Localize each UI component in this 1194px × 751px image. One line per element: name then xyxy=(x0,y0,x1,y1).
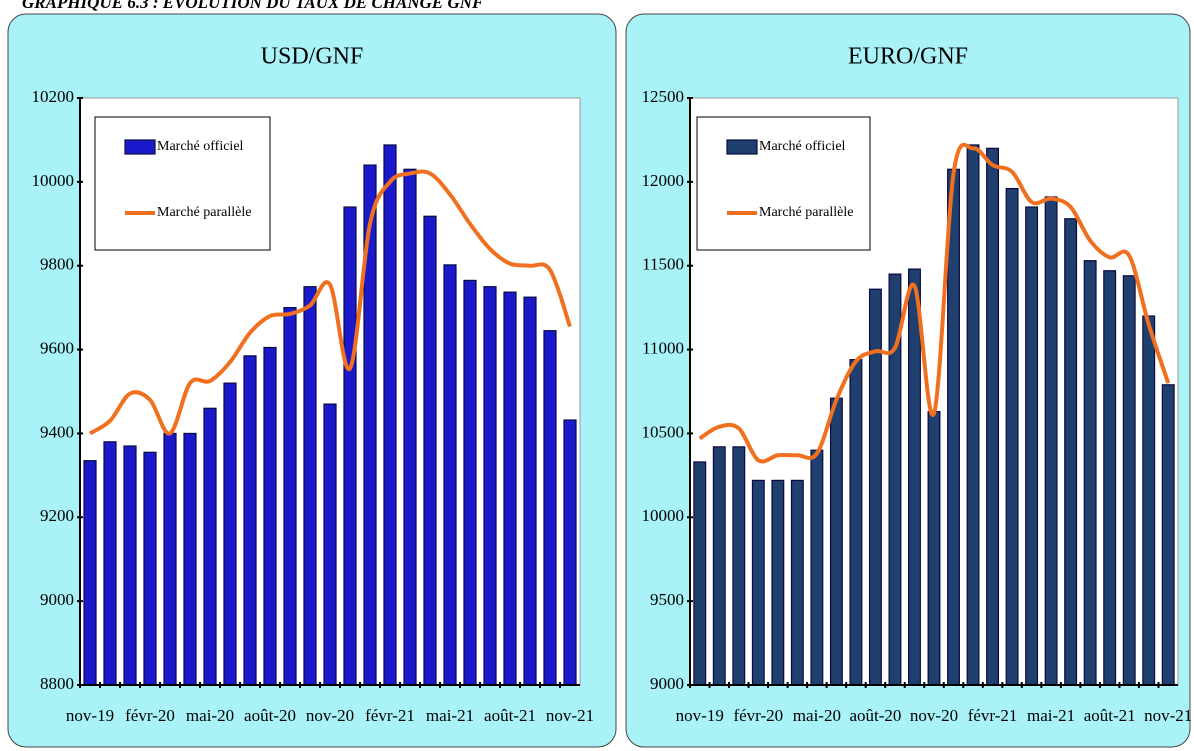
bar xyxy=(986,147,1000,686)
y-tick-label: 9500 xyxy=(650,590,684,609)
x-tick-label: nov-21 xyxy=(1144,706,1192,725)
bar xyxy=(203,407,217,686)
y-tick-label: 9000 xyxy=(40,590,74,609)
bar xyxy=(83,460,97,686)
bar xyxy=(1005,187,1019,686)
legend-label: Marché parallèle xyxy=(157,205,251,220)
line xyxy=(698,142,1171,464)
x-tick-label: mai-21 xyxy=(426,706,474,725)
bar xyxy=(123,445,137,686)
x-tick-label: nov-19 xyxy=(676,706,724,725)
bar xyxy=(1122,275,1136,686)
y-tick-label: 10200 xyxy=(32,87,75,106)
x-tick-label: août-20 xyxy=(849,706,901,725)
bar xyxy=(423,215,437,686)
y-tick-label: 8800 xyxy=(40,674,74,693)
bar xyxy=(143,451,157,686)
bar xyxy=(790,479,804,686)
x-tick-label: août-20 xyxy=(244,706,296,725)
bar xyxy=(303,286,317,686)
bar xyxy=(966,144,980,686)
y-tick-label: 12500 xyxy=(642,87,685,106)
bar xyxy=(323,403,337,686)
x-tick-label: mai-20 xyxy=(186,706,234,725)
bar xyxy=(263,346,277,686)
bar xyxy=(443,264,457,686)
bar xyxy=(1161,384,1175,686)
bar xyxy=(751,479,765,686)
x-tick-label: nov-21 xyxy=(546,706,594,725)
y-tick-label: 10000 xyxy=(642,506,685,525)
y-tick-label: 9600 xyxy=(40,338,74,357)
bar xyxy=(283,307,297,686)
legend-label: Marché officiel xyxy=(157,139,244,154)
bar xyxy=(732,446,746,686)
legend-box xyxy=(696,116,871,251)
bar xyxy=(503,291,517,686)
bar xyxy=(927,411,941,686)
bar xyxy=(829,397,843,686)
x-tick-label: mai-20 xyxy=(793,706,841,725)
legend-label: Marché officiel xyxy=(759,139,846,154)
bar xyxy=(947,168,960,686)
y-tick-label: 9000 xyxy=(650,674,684,693)
bar xyxy=(693,461,707,686)
page-title: GRAPHIQUE 6.3 : EVOLUTION DU TAUX DE CHA… xyxy=(22,0,484,12)
bar xyxy=(1083,260,1097,686)
x-tick-label: août-21 xyxy=(1084,706,1136,725)
bar xyxy=(463,279,477,686)
y-tick-label: 11500 xyxy=(642,255,684,274)
x-tick-label: févr-21 xyxy=(968,706,1018,725)
bar xyxy=(810,449,824,686)
x-tick-label: févr-20 xyxy=(733,706,783,725)
legend-box xyxy=(94,116,271,251)
legend-swatch xyxy=(726,139,758,155)
x-tick-label: mai-21 xyxy=(1027,706,1075,725)
bar xyxy=(1103,270,1117,686)
bar xyxy=(383,144,397,686)
line xyxy=(88,169,572,436)
chart-title: USD/GNF xyxy=(261,44,364,70)
x-tick-label: nov-20 xyxy=(306,706,354,725)
bar xyxy=(1064,218,1078,686)
bar xyxy=(563,419,577,686)
legend-label: Marché parallèle xyxy=(759,205,853,220)
y-tick-label: 9800 xyxy=(40,255,74,274)
y-tick-label: 9200 xyxy=(40,506,74,525)
bar xyxy=(223,382,237,686)
bar xyxy=(1142,315,1156,686)
chart-title: EURO/GNF xyxy=(848,44,968,70)
x-tick-label: août-21 xyxy=(484,706,536,725)
bar xyxy=(771,479,785,686)
legend-swatch xyxy=(124,139,156,155)
y-tick-label: 10000 xyxy=(32,171,75,190)
bar xyxy=(183,432,197,686)
bar xyxy=(712,446,726,686)
y-tick-label: 12000 xyxy=(642,171,685,190)
bar xyxy=(343,206,357,686)
bar xyxy=(543,330,557,686)
bar xyxy=(163,432,177,686)
bar xyxy=(243,355,257,686)
y-tick-label: 11000 xyxy=(642,338,684,357)
bar xyxy=(403,168,417,686)
x-tick-label: févr-21 xyxy=(365,706,415,725)
y-tick-label: 9400 xyxy=(40,422,74,441)
x-tick-label: nov-20 xyxy=(910,706,958,725)
bar xyxy=(1044,196,1058,686)
bar xyxy=(908,268,921,686)
bar xyxy=(868,288,882,686)
bar xyxy=(483,286,497,686)
x-tick-label: févr-20 xyxy=(125,706,175,725)
y-tick-label: 10500 xyxy=(642,422,685,441)
bar xyxy=(849,359,863,686)
bar xyxy=(1025,206,1039,686)
x-tick-label: nov-19 xyxy=(66,706,114,725)
bar xyxy=(103,441,117,686)
bar xyxy=(523,296,537,686)
